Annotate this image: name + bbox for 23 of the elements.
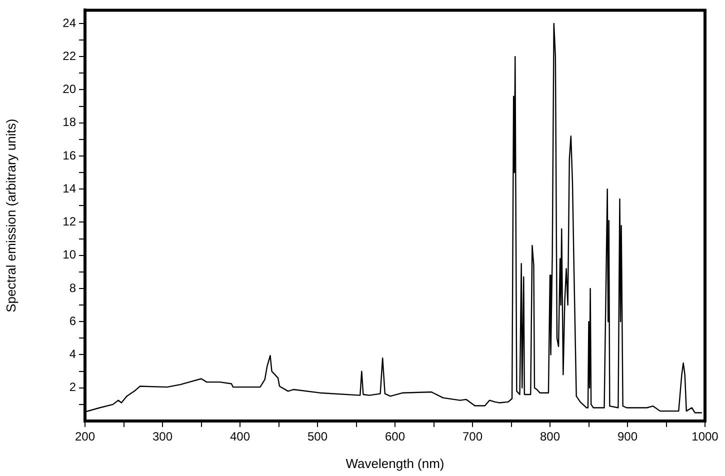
y-tick-label: 24 [62,16,76,30]
x-tick-label: 400 [230,430,250,444]
x-tick-label: 900 [617,430,638,444]
y-tick-label: 16 [62,148,76,162]
y-tick-label: 20 [62,82,76,96]
x-tick-label: 800 [540,430,560,444]
y-tick-label: 2 [69,380,76,394]
x-axis-title: Wavelength (nm) [346,456,444,471]
x-tick-label: 500 [307,430,328,444]
y-tick-label: 18 [62,115,76,130]
y-axis-title: Spectral emission (arbitrary units) [3,118,18,312]
y-tick-label: 6 [69,314,76,328]
y-tick-label: 4 [69,347,76,362]
y-tick-label: 10 [62,248,76,262]
y-tick-label: 14 [62,181,76,196]
x-tick-label: 300 [152,430,173,444]
y-tick-label: 8 [69,280,76,295]
x-tick-label: 1000 [692,430,719,444]
y-tick-label: 22 [62,48,76,63]
x-tick-label: 600 [384,430,406,444]
x-tick-label: 200 [74,430,96,444]
y-tick-label: 12 [62,214,76,229]
x-tick-label: 700 [462,430,483,444]
